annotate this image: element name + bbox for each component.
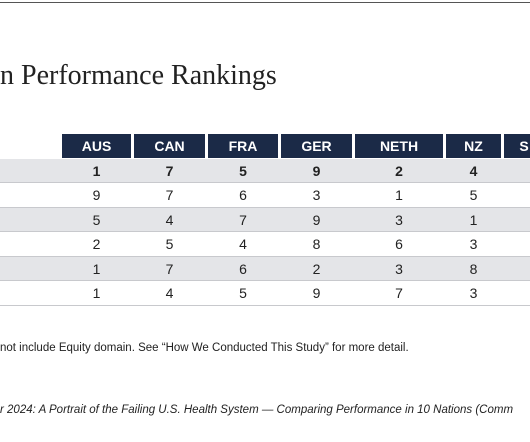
column-s: S (504, 134, 530, 305)
row-divider (0, 255, 530, 257)
row-band-1 (0, 158, 530, 183)
column-header: AUS (62, 134, 131, 158)
column-can: CAN 7 7 4 5 7 4 (134, 134, 205, 305)
rank-cell: 9 (92, 187, 101, 204)
row-divider (0, 304, 530, 306)
rank-cell: 5 (92, 211, 101, 228)
top-rule (0, 2, 530, 3)
rank-cell: 1 (395, 187, 403, 204)
rank-cell: 3 (395, 260, 403, 277)
rank-cell (504, 232, 530, 257)
rank-cell (504, 183, 530, 208)
rank-cell: 3 (312, 187, 321, 204)
rank-cell: 1 (92, 260, 101, 277)
row-divider (0, 182, 530, 183)
rank-cell: 2 (312, 260, 321, 277)
rank-cell: 7 (239, 211, 247, 228)
rank-cell: 3 (469, 236, 478, 253)
rank-cell: 7 (165, 260, 174, 277)
column-header: NETH (355, 134, 443, 158)
row-divider (0, 280, 530, 281)
column-fra: FRA 5 6 7 4 6 5 (208, 134, 278, 305)
row-band-3 (0, 207, 530, 232)
source-citation: r 2024: A Portrait of the Failing U.S. H… (0, 404, 514, 416)
rank-cell (504, 208, 530, 233)
column-header: S (504, 134, 530, 158)
column-header: FRA (208, 134, 278, 158)
rank-cell: 5 (239, 162, 247, 179)
column-ger: GER 9 3 9 8 2 9 (281, 134, 352, 305)
rank-cell: 9 (312, 162, 321, 179)
rank-cell: 2 (395, 162, 403, 179)
footnote: not include Equity domain. See “How We C… (0, 342, 409, 354)
column-header: GER (281, 134, 352, 158)
row-divider (0, 231, 530, 232)
rank-cell: 5 (469, 187, 478, 204)
rank-cell: 6 (239, 260, 247, 277)
rank-cell: 2 (92, 236, 101, 253)
rank-cell: 5 (165, 236, 174, 253)
rank-cell: 8 (312, 236, 321, 253)
rank-cell: 3 (469, 285, 478, 302)
rank-cell (504, 281, 530, 306)
rank-cell: 8 (469, 260, 478, 277)
rank-cell: 1 (92, 285, 101, 302)
column-header: NZ (446, 134, 501, 158)
rank-cell: 9 (312, 211, 321, 228)
rank-cell: 7 (395, 285, 403, 302)
rank-cell: 4 (469, 162, 478, 179)
rank-cell: 6 (395, 236, 403, 253)
rank-cell: 3 (395, 211, 403, 228)
table-title: n Performance Rankings (0, 60, 277, 91)
rank-cell: 6 (239, 187, 247, 204)
column-nz: NZ 4 5 1 3 8 3 (446, 134, 501, 305)
row-divider (0, 206, 530, 208)
column-aus: AUS 1 9 5 2 1 1 (62, 134, 131, 305)
rank-cell: 4 (165, 285, 174, 302)
rank-cell (504, 257, 530, 282)
row-band-5 (0, 256, 530, 281)
rank-cell: 1 (92, 162, 101, 179)
rank-cell: 9 (312, 285, 321, 302)
rank-cell: 1 (469, 211, 478, 228)
rank-cell: 4 (239, 236, 247, 253)
rank-cell: 7 (165, 162, 174, 179)
rank-cell: 4 (165, 211, 174, 228)
column-neth: NETH 2 1 3 6 3 7 (355, 134, 443, 305)
rank-cell: 7 (165, 187, 174, 204)
column-header: CAN (134, 134, 205, 158)
rank-cell: 5 (239, 285, 247, 302)
rank-cell (504, 159, 530, 184)
